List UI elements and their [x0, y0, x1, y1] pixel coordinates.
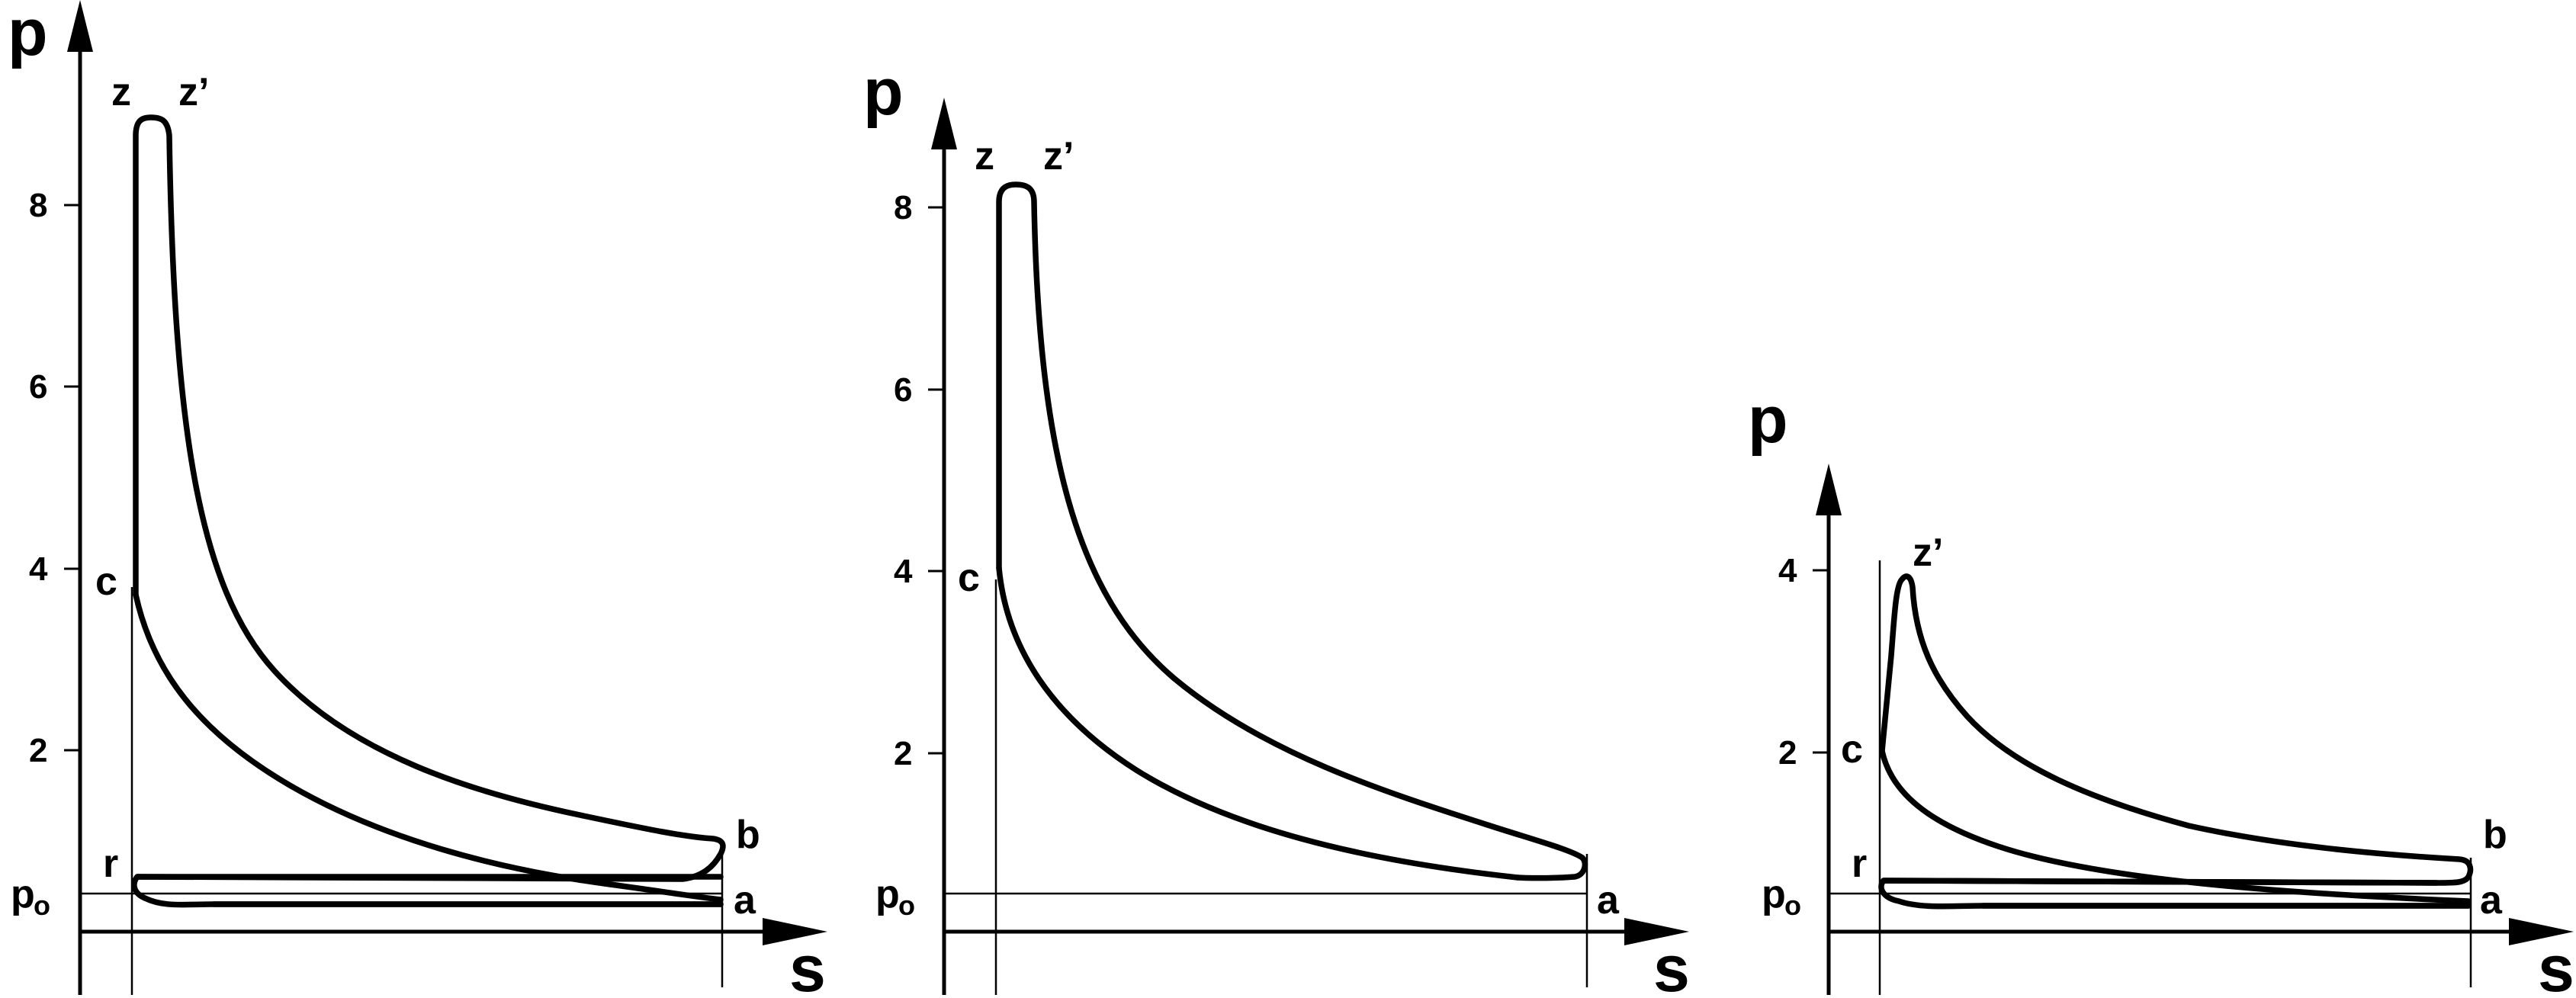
point-label-c: c: [95, 560, 117, 604]
point-label-z: z: [111, 70, 131, 114]
y-axis-arrow: [67, 0, 93, 52]
x-axis-arrow: [2509, 918, 2574, 945]
point-label-c: c: [1841, 727, 1863, 772]
diagram-2: p s 8 6 4 2 p o z z’ c a: [863, 56, 1690, 998]
svg-text:o: o: [1784, 890, 1801, 921]
diagram-1: p s 8 6 4 2 p o z z’ c r b a: [8, 0, 827, 998]
compression-curve: [1879, 748, 2472, 904]
svg-text:o: o: [34, 890, 50, 921]
point-label-b: b: [736, 813, 760, 857]
point-label-a: a: [1597, 878, 1620, 923]
y-axis-arrow: [1816, 464, 1842, 515]
svg-text:o: o: [898, 890, 915, 921]
x-axis-label: s: [2538, 932, 2574, 998]
point-label-c: c: [958, 556, 980, 600]
point-label-r: r: [103, 842, 118, 886]
p0-label: p o: [1762, 872, 1801, 921]
tick-label-4: 4: [1778, 552, 1797, 589]
tick-label-6: 6: [29, 368, 47, 406]
y-axis-label: p: [8, 0, 48, 69]
diagram-3: p s 4 2 p o z’ c r b a: [1748, 383, 2574, 998]
point-label-a: a: [734, 878, 756, 923]
point-label-r: r: [1852, 842, 1867, 886]
point-label-z-prime: z’: [178, 70, 209, 114]
compression-curve: [133, 592, 724, 903]
tick-label-4: 4: [894, 553, 913, 590]
p0-label: p o: [875, 872, 915, 921]
y-axis-arrow: [931, 98, 957, 149]
tick-label-8: 8: [29, 187, 47, 224]
x-axis-arrow: [1624, 918, 1689, 945]
point-label-b: b: [2483, 813, 2507, 857]
svg-text:p: p: [1762, 872, 1786, 916]
cycle-outline: [1878, 573, 2474, 910]
y-axis-label: p: [1748, 383, 1788, 457]
svg-text:p: p: [875, 872, 900, 916]
point-label-a: a: [2480, 878, 2503, 923]
tick-label-8: 8: [894, 189, 912, 226]
x-axis-arrow: [763, 918, 827, 945]
cycle-outline: [131, 114, 726, 908]
point-label-z-prime: z’: [1913, 531, 1943, 575]
cycle-outline: [996, 181, 1588, 881]
tick-label-2: 2: [29, 732, 47, 769]
svg-text:p: p: [11, 872, 35, 916]
point-label-z: z: [975, 134, 994, 178]
tick-label-2: 2: [1778, 734, 1797, 772]
point-label-z-prime: z’: [1043, 134, 1074, 178]
compression-curve: [996, 565, 1521, 881]
tick-label-4: 4: [29, 550, 48, 588]
p0-label: p o: [11, 872, 50, 921]
tick-label-2: 2: [894, 735, 912, 772]
x-axis-label: s: [1653, 932, 1690, 998]
y-axis-label: p: [863, 56, 904, 129]
x-axis-label: s: [789, 932, 826, 998]
exhaust-line: [1881, 878, 2439, 886]
tick-label-6: 6: [894, 371, 912, 409]
